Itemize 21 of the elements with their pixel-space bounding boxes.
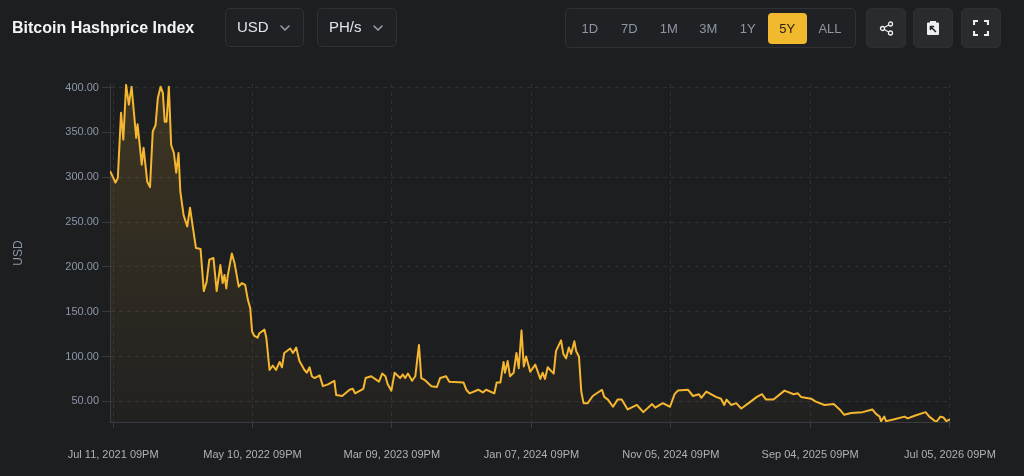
y-tick-label: 250.00 (65, 215, 99, 228)
selected-range-button: 5Y (767, 12, 807, 44)
x-tick-label: Jan 07, 2024 09PM (483, 447, 580, 460)
x-tick-label: Mar 09, 2023 09PM (343, 447, 441, 460)
y-tick-label: 400.00 (65, 80, 99, 93)
x-tick-label: Jul 11, 2021 09PM (67, 447, 159, 460)
x-tick-label: Jul 05, 2026 09PM (904, 447, 996, 460)
text: USD (237, 18, 269, 36)
x-tick-label: May 10, 2022 09PM (203, 447, 302, 460)
x-tick-label: Nov 05, 2024 09PM (622, 447, 720, 460)
x-tick-label: Sep 04, 2025 09PM (761, 447, 859, 460)
y-tick-label: 200.00 (65, 259, 99, 272)
y-tick-label: 50.00 (71, 394, 99, 407)
text: PH/s (329, 18, 362, 36)
y-tick-label: 350.00 (65, 125, 99, 138)
range-selector: 1D 7D 1M 3M 1Y 5Y ALL (565, 8, 856, 48)
y-tick-label: 100.00 (65, 349, 99, 362)
y-axis-title: USD (10, 240, 25, 266)
y-tick-label: 150.00 (65, 304, 99, 317)
chart-title: Bitcoin Hashprice Index (12, 18, 195, 38)
y-tick-label: 300.00 (65, 170, 99, 183)
